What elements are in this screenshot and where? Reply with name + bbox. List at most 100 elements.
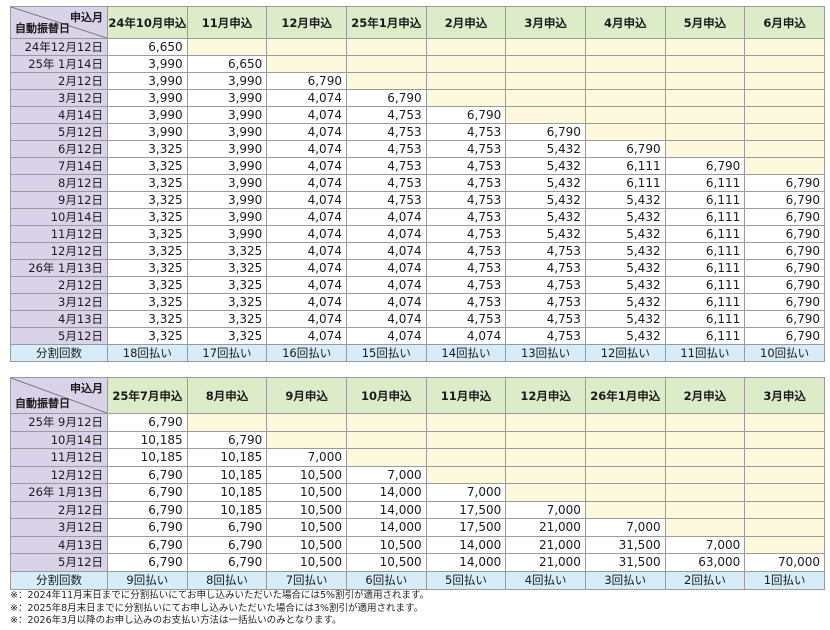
empty-cell — [584, 72, 666, 90]
empty-cell — [584, 448, 666, 467]
amount-cell: 10,500 — [345, 553, 427, 572]
empty-cell — [505, 448, 586, 467]
amount-cell: 4,074 — [345, 327, 427, 345]
amount-cell: 3,990 — [107, 123, 188, 141]
amount-cell: 3,325 — [107, 276, 188, 294]
empty-cell — [425, 465, 507, 484]
empty-cell — [425, 430, 507, 449]
amount-cell: 6,790 — [744, 208, 825, 226]
empty-cell — [584, 413, 666, 432]
installment-count: 9回払い — [107, 570, 188, 590]
installment-count: 7回払い — [266, 570, 347, 590]
amount-cell: 6,790 — [505, 123, 586, 141]
corner-header: 申込月 自動振替日 — [10, 377, 108, 414]
amount-cell: 31,500 — [584, 553, 666, 572]
amount-cell: 4,753 — [425, 259, 507, 277]
row-date-label: 6月12日 — [10, 140, 108, 158]
table-row: 4月13日 3,325 3,325 4,074 4,074 4,753 4,753 5,432… — [10, 310, 825, 328]
amount-cell: 4,753 — [505, 259, 586, 277]
amount-cell: 3,325 — [107, 310, 188, 328]
amount-cell: 6,790 — [425, 106, 507, 124]
amount-cell: 5,432 — [584, 293, 666, 311]
amount-cell: 4,753 — [425, 191, 507, 209]
empty-cell — [505, 72, 586, 90]
table-row: 11月12日 10,185 10,185 7,000 — [10, 448, 825, 467]
amount-cell: 3,325 — [186, 310, 268, 328]
amount-cell: 4,753 — [345, 157, 427, 175]
row-date-label: 4月13日 — [10, 310, 108, 328]
amount-cell: 3,990 — [186, 208, 268, 226]
amount-cell: 3,325 — [186, 327, 268, 345]
amount-cell: 4,753 — [425, 293, 507, 311]
amount-cell: 5,432 — [584, 276, 666, 294]
row-date-label: 24年12月12日 — [10, 38, 108, 56]
amount-cell: 3,990 — [186, 123, 268, 141]
empty-cell — [425, 413, 507, 432]
amount-cell: 5,432 — [584, 327, 666, 345]
amount-cell: 5,432 — [505, 140, 586, 158]
row-date-label: 5月12日 — [10, 327, 108, 345]
amount-cell: 7,000 — [345, 465, 427, 484]
amount-cell: 4,074 — [345, 310, 427, 328]
amount-cell: 3,325 — [186, 259, 268, 277]
empty-cell — [744, 157, 825, 175]
empty-cell — [744, 483, 825, 502]
amount-cell: 6,111 — [664, 276, 746, 294]
amount-cell: 3,990 — [186, 72, 268, 90]
amount-cell: 70,000 — [744, 553, 825, 572]
amount-cell: 21,000 — [505, 518, 586, 537]
table-row: 4月14日 3,990 3,990 4,074 4,753 6,790 — [10, 106, 825, 124]
empty-cell — [664, 72, 746, 90]
column-header: 8月申込 — [186, 377, 268, 414]
corner-label-date: 自動振替日 — [15, 22, 70, 35]
amount-cell: 6,790 — [107, 553, 188, 572]
amount-cell: 5,432 — [505, 208, 586, 226]
amount-cell: 5,432 — [505, 157, 586, 175]
amount-cell: 6,790 — [107, 535, 188, 554]
row-date-label: 5月12日 — [10, 123, 108, 141]
table-row: 12月12日 6,790 10,185 10,500 7,000 — [10, 465, 825, 484]
amount-cell: 4,074 — [266, 310, 347, 328]
amount-cell: 4,074 — [345, 293, 427, 311]
amount-cell: 4,753 — [425, 174, 507, 192]
empty-cell — [425, 55, 507, 73]
amount-cell: 3,990 — [107, 89, 188, 107]
empty-cell — [664, 518, 746, 537]
column-header: 6月申込 — [744, 6, 825, 39]
empty-cell — [664, 89, 746, 107]
row-date-label: 26年 1月13日 — [10, 259, 108, 277]
amount-cell: 3,990 — [186, 225, 268, 243]
empty-cell — [186, 38, 268, 56]
amount-cell: 14,000 — [425, 553, 507, 572]
amount-cell: 6,790 — [266, 72, 347, 90]
row-date-label: 5月12日 — [10, 553, 108, 572]
row-date-label: 2月12日 — [10, 276, 108, 294]
installment-count: 6回払い — [345, 570, 427, 590]
count-row: 分割回数 9回払い 8回払い 7回払い 6回払い 5回払い 4回払い 3回払い 2回払い 1回払い — [10, 570, 825, 590]
amount-cell: 10,500 — [266, 483, 347, 502]
column-header: 11月申込 — [186, 6, 268, 39]
corner-diagonal — [11, 378, 107, 413]
installment-count: 17回払い — [186, 344, 268, 362]
empty-cell — [584, 38, 666, 56]
installment-count: 3回払い — [584, 570, 666, 590]
corner-header: 申込月 自動振替日 — [10, 6, 108, 39]
amount-cell: 6,790 — [107, 465, 188, 484]
row-date-label: 4月14日 — [10, 106, 108, 124]
amount-cell: 3,325 — [186, 293, 268, 311]
amount-cell: 3,325 — [107, 259, 188, 277]
empty-cell — [425, 72, 507, 90]
amount-cell: 4,074 — [266, 293, 347, 311]
amount-cell: 4,753 — [345, 174, 427, 192]
amount-cell: 3,990 — [107, 72, 188, 90]
empty-cell — [584, 123, 666, 141]
row-date-label: 3月12日 — [10, 518, 108, 537]
amount-cell: 14,000 — [345, 483, 427, 502]
amount-cell: 3,325 — [107, 140, 188, 158]
amount-cell: 3,990 — [186, 191, 268, 209]
amount-cell: 6,111 — [664, 242, 746, 260]
amount-cell: 4,753 — [345, 140, 427, 158]
amount-cell: 4,753 — [345, 191, 427, 209]
column-header: 2月申込 — [664, 377, 746, 414]
amount-cell: 6,111 — [584, 174, 666, 192]
